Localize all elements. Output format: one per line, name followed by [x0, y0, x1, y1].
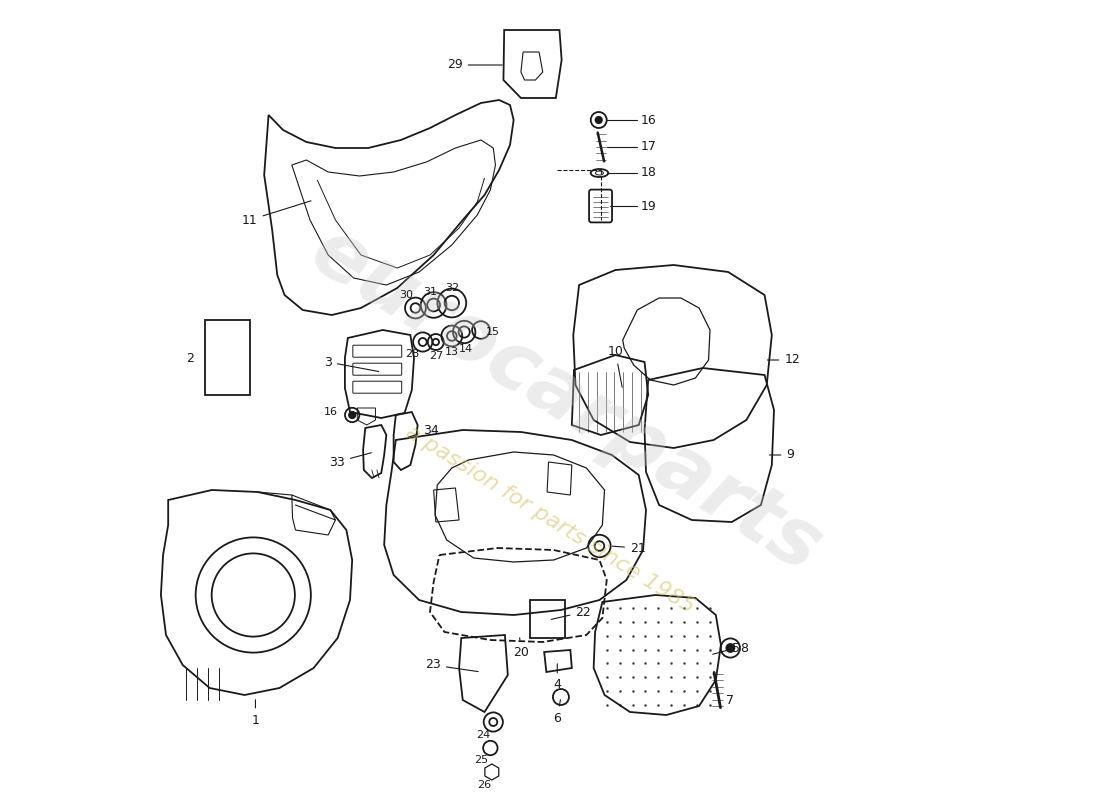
Text: 28: 28	[405, 349, 419, 359]
Text: 20: 20	[513, 638, 529, 658]
Text: 29: 29	[447, 58, 502, 71]
Text: 22: 22	[551, 606, 591, 619]
Text: 17: 17	[641, 141, 657, 154]
Text: 19: 19	[641, 199, 657, 213]
Text: 14: 14	[460, 344, 473, 354]
Text: 13: 13	[444, 347, 459, 357]
Circle shape	[595, 117, 602, 123]
Text: 24: 24	[476, 730, 491, 740]
Text: 16: 16	[641, 114, 657, 126]
Circle shape	[349, 412, 355, 418]
Text: eurocarparts: eurocarparts	[297, 211, 836, 589]
Text: 2: 2	[186, 351, 194, 365]
Text: 4: 4	[553, 664, 561, 691]
Text: 34: 34	[408, 423, 439, 437]
Text: 25: 25	[474, 755, 488, 765]
Text: 30: 30	[399, 290, 412, 300]
Text: 21: 21	[613, 542, 646, 554]
Text: 7: 7	[726, 694, 734, 706]
Text: 5: 5	[713, 642, 740, 654]
Text: a passion for parts since 1985: a passion for parts since 1985	[403, 422, 697, 618]
Text: 16: 16	[323, 407, 338, 417]
Text: 10: 10	[607, 346, 624, 387]
Text: 1: 1	[252, 700, 260, 726]
Text: 8: 8	[740, 642, 748, 654]
Text: 12: 12	[768, 354, 800, 366]
Text: 26: 26	[477, 780, 492, 790]
Text: 3: 3	[323, 355, 378, 371]
Text: 32: 32	[446, 283, 460, 293]
Text: 6: 6	[553, 700, 561, 725]
Text: 33: 33	[329, 453, 372, 469]
Circle shape	[726, 644, 735, 652]
Text: 15: 15	[486, 327, 500, 337]
Text: 18: 18	[641, 166, 657, 179]
Text: 11: 11	[242, 201, 311, 226]
Text: 27: 27	[429, 351, 443, 361]
Text: 9: 9	[770, 449, 794, 462]
Text: 31: 31	[424, 287, 437, 297]
Text: 23: 23	[426, 658, 478, 671]
